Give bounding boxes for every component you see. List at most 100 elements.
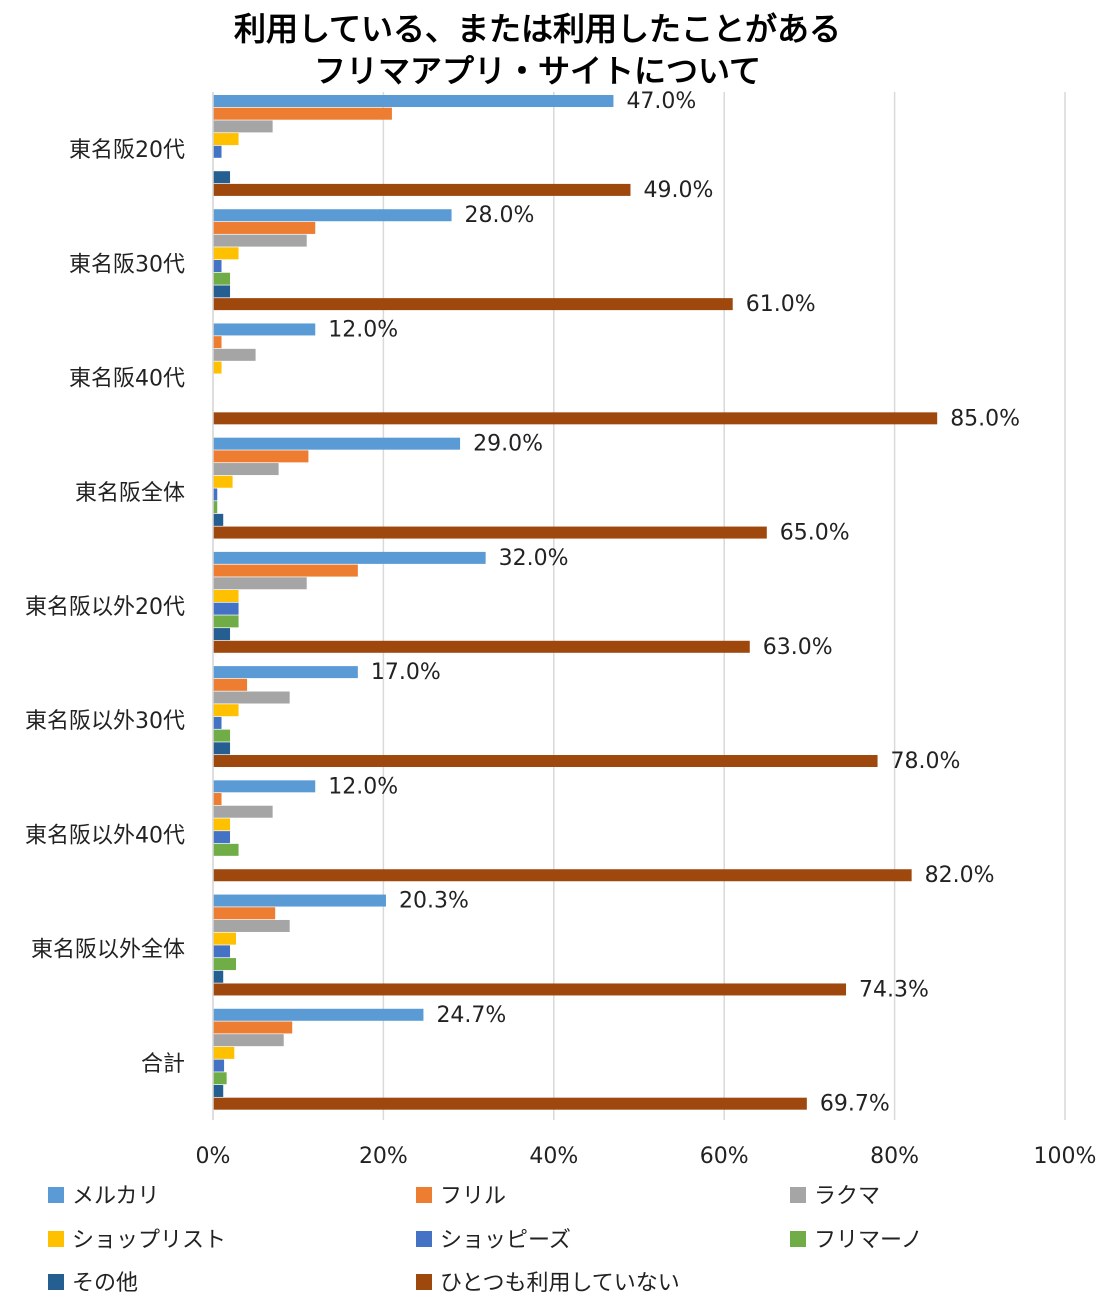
legend-label: ひとつも利用していない [440, 1271, 680, 1296]
chart-title: 利用している、または利用したことがある フリマアプリ・サイトについて [0, 8, 1075, 92]
bar [213, 1046, 235, 1059]
bar [213, 260, 222, 273]
bar [213, 348, 256, 361]
category-label: 東名阪以外全体 [31, 938, 185, 963]
data-label: 85.0% [950, 406, 1020, 431]
bar [213, 95, 614, 107]
bar [213, 843, 239, 856]
bar [213, 1008, 424, 1021]
data-label: 28.0% [465, 203, 535, 228]
category-label: 東名阪40代 [69, 367, 185, 392]
bar [213, 869, 912, 882]
category-label: 東名阪以外30代 [25, 709, 185, 734]
bar [213, 145, 222, 158]
bar [213, 919, 290, 932]
bar [213, 450, 309, 463]
data-label: 82.0% [925, 863, 995, 888]
x-tick-label: 20% [359, 1144, 408, 1169]
legend-swatch [790, 1187, 806, 1203]
legend-swatch [48, 1274, 64, 1290]
bar [213, 551, 486, 564]
bar [213, 615, 239, 628]
chart-title-line-1: 利用している、または利用したことがある [233, 10, 842, 48]
bar [213, 1021, 293, 1034]
bar [213, 716, 222, 729]
bar [213, 742, 231, 755]
bar [213, 907, 276, 920]
x-tick-label: 0% [196, 1144, 231, 1169]
bar [213, 107, 392, 120]
data-label: 61.0% [746, 292, 816, 317]
legend-swatch [416, 1187, 432, 1203]
x-tick-label: 40% [529, 1144, 578, 1169]
bar [213, 628, 231, 641]
data-label: 32.0% [499, 546, 569, 571]
bar [213, 704, 239, 717]
data-label: 63.0% [763, 635, 833, 660]
bar [213, 234, 307, 247]
bar [213, 1097, 807, 1110]
bar [213, 932, 237, 945]
bar [213, 640, 750, 653]
bar [213, 958, 237, 971]
bar [213, 818, 231, 831]
legend-swatch [48, 1187, 64, 1203]
bar [213, 272, 231, 285]
bar [213, 526, 767, 539]
bar [213, 463, 279, 476]
data-label: 78.0% [891, 749, 961, 774]
bar [213, 970, 224, 983]
x-tick-label: 100% [1034, 1144, 1097, 1169]
legend-label: メルカリ [72, 1184, 159, 1209]
legend-label: ショッピーズ [440, 1228, 571, 1253]
category-label: 東名阪以外20代 [25, 595, 185, 620]
bar [213, 221, 316, 234]
legend-label: ショップリスト [72, 1228, 226, 1253]
data-label: 12.0% [328, 774, 398, 799]
bar [213, 513, 224, 526]
x-tick-label: 80% [870, 1144, 919, 1169]
data-label: 17.0% [371, 660, 441, 685]
bar [213, 209, 452, 222]
category-label: 東名阪20代 [69, 138, 185, 163]
bar [213, 1034, 284, 1047]
bar [213, 729, 231, 742]
bar [213, 247, 239, 260]
bar [213, 1084, 224, 1097]
legend-label: フリル [440, 1184, 506, 1209]
bar [213, 602, 239, 615]
category-label: 東名阪30代 [69, 252, 185, 277]
bar [213, 564, 358, 577]
data-label: 12.0% [328, 317, 398, 342]
bar [213, 336, 222, 349]
bar [213, 1059, 225, 1072]
data-label: 47.0% [626, 89, 696, 114]
data-label: 29.0% [473, 432, 543, 457]
category-label: 東名阪全体 [75, 481, 185, 506]
bar [213, 183, 631, 196]
bar [213, 120, 273, 133]
category-label: 東名阪以外40代 [25, 823, 185, 848]
bar [213, 475, 233, 488]
legend-label: フリマーノ [814, 1228, 923, 1253]
legend-swatch [416, 1231, 432, 1247]
data-label: 20.3% [399, 889, 469, 914]
bar [213, 589, 239, 602]
bar [213, 285, 231, 298]
data-label: 69.7% [820, 1092, 890, 1117]
legend-label: その他 [72, 1271, 138, 1296]
data-label: 74.3% [859, 977, 929, 1002]
bar [213, 298, 733, 311]
legend-label: ラクマ [814, 1184, 880, 1209]
bar [213, 412, 938, 425]
legend-swatch [790, 1231, 806, 1247]
bar [213, 171, 231, 184]
data-label: 49.0% [643, 178, 713, 203]
bar [213, 780, 316, 793]
bar [213, 437, 461, 450]
bar [213, 1072, 227, 1085]
data-label: 65.0% [780, 521, 850, 546]
bar [213, 793, 222, 806]
category-label: 合計 [141, 1052, 185, 1077]
